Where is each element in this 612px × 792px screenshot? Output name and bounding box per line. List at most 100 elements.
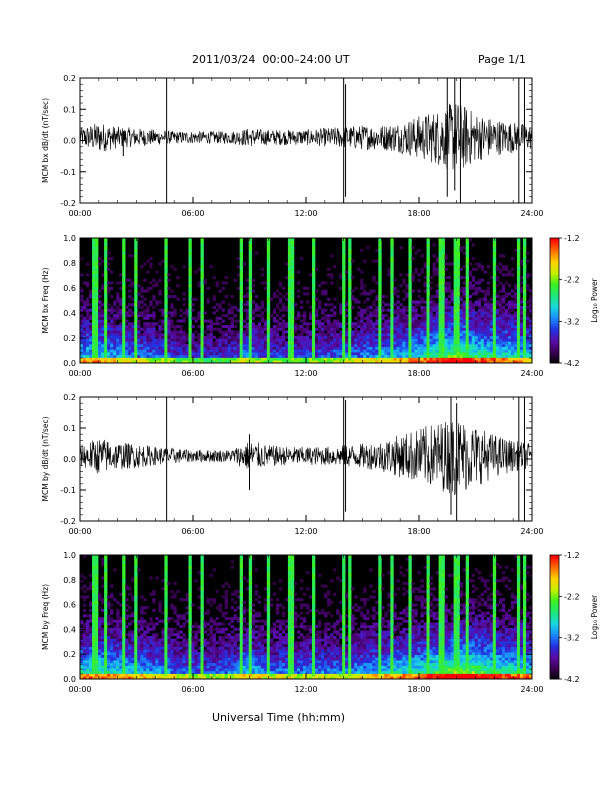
spectrogram-cell <box>254 335 259 339</box>
spectrogram-cell <box>200 333 204 337</box>
spectrogram-cell <box>462 281 466 285</box>
spectrogram-cell <box>468 314 473 318</box>
spectrogram-cell <box>309 333 313 337</box>
spectrogram-cell <box>278 335 283 339</box>
spectrogram-cell <box>188 308 192 312</box>
spectrogram-cell <box>360 338 364 342</box>
spectrogram-cell <box>83 635 87 639</box>
spectrogram-cell <box>290 316 295 320</box>
spectrogram-cell <box>101 357 105 361</box>
spectrogram-cell <box>351 297 355 301</box>
spectrogram-cell <box>483 292 488 296</box>
spectrogram-cell <box>110 635 114 639</box>
spectrogram-cell <box>348 284 352 288</box>
spectrogram-cell <box>513 327 518 331</box>
spectrogram-cell <box>86 652 90 656</box>
spectrogram-cell <box>266 333 271 337</box>
spectrogram-cell <box>242 262 247 266</box>
spectrogram-cell <box>218 357 222 361</box>
spectrogram-cell <box>119 619 123 623</box>
spectrogram-cell <box>312 295 316 299</box>
spectrogram-cell <box>498 346 503 350</box>
spectrogram-cell <box>444 357 448 361</box>
spectrogram-cell <box>441 289 445 293</box>
spectrogram-cell <box>284 341 289 345</box>
spectrogram-cell <box>453 284 457 288</box>
spectrogram-cell <box>296 349 301 353</box>
spectrogram-cell <box>453 305 457 309</box>
spectrogram-cell <box>227 335 231 339</box>
spectrogram-cell <box>321 354 325 358</box>
spectrogram-cell <box>312 276 316 280</box>
spectrogram-cell <box>275 338 280 342</box>
spectrogram-cell <box>381 314 385 318</box>
spectrogram-cell <box>95 267 99 271</box>
spectrogram-cell <box>83 352 87 356</box>
spectrogram-cell <box>155 341 159 345</box>
spectrogram-cell <box>486 330 491 334</box>
spectrogram-cell <box>176 297 180 301</box>
spectrogram-cell <box>194 354 198 358</box>
spectrogram-cell <box>236 352 240 356</box>
spectrogram-cell <box>342 276 346 280</box>
spectrogram-cell <box>203 335 207 339</box>
spectrogram-cell <box>360 354 364 358</box>
spectrogram-cell <box>86 668 90 672</box>
spectrogram-cell <box>405 357 409 361</box>
spectrogram-cell <box>83 662 87 666</box>
spectrogram-cell <box>429 297 433 301</box>
spectrogram-cell <box>104 311 108 315</box>
spectrogram-cell <box>351 338 355 342</box>
spectrogram-cell <box>83 330 87 334</box>
spectrogram-cell <box>170 343 174 347</box>
spectrogram-cell <box>284 292 289 296</box>
spectrogram-cell <box>227 330 231 334</box>
spectrogram-cell <box>453 297 457 301</box>
spectrogram-cell <box>390 297 394 301</box>
spectrogram-cell <box>486 289 491 293</box>
spectrogram-cell <box>390 278 394 282</box>
spectrogram-cell <box>164 314 168 318</box>
spectrogram-cell <box>212 322 216 326</box>
spectrogram-cell <box>306 292 310 296</box>
spectrogram-cell <box>158 341 162 345</box>
x-tick-label: 18:00 <box>407 527 430 536</box>
spectrogram-cell <box>459 346 463 350</box>
spectrogram-cell <box>393 360 397 364</box>
spectrogram-cell <box>435 335 439 339</box>
spectrogram-cell <box>215 346 219 350</box>
spectrogram-cell <box>287 289 292 293</box>
spectrogram-cell <box>324 349 328 353</box>
spectrogram-cell <box>83 665 87 669</box>
spectrogram-cell <box>372 343 376 347</box>
spectrogram-cell <box>104 335 108 339</box>
spectrogram-cell <box>495 346 500 350</box>
spectrogram-cell <box>230 333 234 337</box>
spectrogram-cell <box>206 338 210 342</box>
spectrogram-cell <box>450 297 454 301</box>
spectrogram-cell <box>405 316 409 320</box>
spectrogram-cell <box>465 284 470 288</box>
spectrogram-cell <box>167 343 171 347</box>
spectrogram-cell <box>528 357 533 361</box>
spectrogram-cell <box>92 238 96 242</box>
spectrogram-cell <box>122 335 126 339</box>
spectrogram-cell <box>339 311 343 315</box>
spectrogram-cell <box>272 311 277 315</box>
spectrogram-cell <box>447 303 451 307</box>
spectrogram-cell <box>498 360 503 364</box>
spectrogram-cell <box>170 314 174 318</box>
spectrogram-cell <box>200 238 204 242</box>
spectrogram-cell <box>348 341 352 345</box>
spectrogram-cell <box>281 295 286 299</box>
spectrogram-cell <box>140 286 144 290</box>
spectrogram-cell <box>263 354 268 358</box>
spectrogram-cell <box>342 284 346 288</box>
spectrogram-cell <box>378 300 382 304</box>
spectrogram-cell <box>306 333 310 337</box>
spectrogram-cell <box>348 305 352 309</box>
spectrogram-cell <box>486 333 491 337</box>
spectrogram-cell <box>477 278 482 282</box>
spectrogram-cell <box>209 319 213 323</box>
spectrogram-cell <box>239 281 244 285</box>
